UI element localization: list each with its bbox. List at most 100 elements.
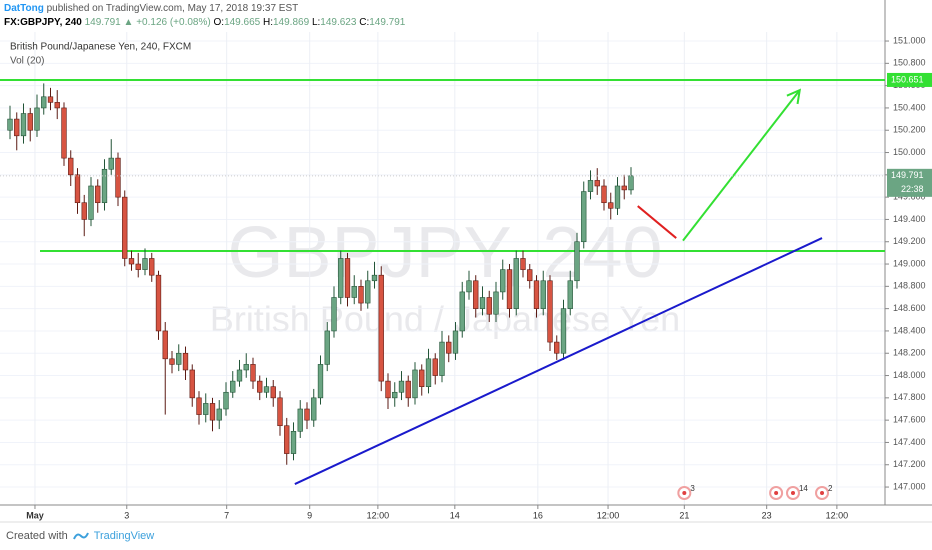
x-tick-label: 14 (450, 510, 460, 520)
candle-body (27, 113, 33, 131)
candle-body (209, 403, 216, 421)
trend-line (294, 237, 823, 485)
candle-body (493, 291, 499, 315)
candle-body (392, 391, 398, 399)
candle-body (365, 280, 371, 304)
candle-body (142, 258, 148, 270)
x-tick-label: 3 (124, 510, 129, 520)
price-tag (887, 72, 932, 87)
candle-body (560, 308, 567, 354)
candle-body (351, 286, 357, 298)
y-tick-label: 147.400 (893, 437, 926, 447)
event-count: 2 (828, 484, 833, 493)
x-tick-label: 12:00 (367, 510, 390, 520)
c-label: C: (359, 17, 370, 28)
candle-body (88, 185, 94, 220)
candle-body (405, 380, 411, 399)
candle-body (506, 269, 513, 309)
candle-body (621, 185, 627, 191)
candle-body (223, 391, 229, 410)
candle-body (101, 168, 108, 204)
header: DatTong published on TradingView.com, Ma… (4, 2, 405, 30)
y-tick-label: 150.800 (893, 58, 926, 68)
candle-body (203, 403, 209, 415)
candle-body (324, 330, 330, 365)
candle-body (34, 107, 40, 131)
price-tag (887, 168, 932, 197)
candle-body (284, 425, 290, 454)
candle-body (385, 380, 391, 399)
author[interactable]: DatTong (4, 3, 44, 14)
candle-body (122, 196, 128, 259)
candle-body (527, 269, 533, 282)
candle-body (439, 341, 445, 376)
candle-body (479, 297, 486, 309)
event-dot (820, 491, 825, 495)
candle-body (54, 102, 60, 109)
candle-body (81, 202, 87, 220)
candle-body (581, 191, 587, 243)
candle-body (169, 358, 175, 365)
watermark: GBPJPY, 240 (228, 213, 663, 293)
x-tick-label: 16 (533, 510, 543, 520)
symbol: FX:GBPJPY, 240 (4, 17, 82, 28)
y-tick-label: 148.200 (893, 348, 926, 358)
candle-body (398, 380, 405, 393)
candle-body (250, 364, 256, 382)
arrow-head (786, 88, 802, 105)
candle-body (41, 96, 47, 109)
low: 149.623 (320, 17, 357, 28)
y-tick-label: 150.200 (893, 125, 926, 135)
logo (72, 532, 89, 540)
y-tick-label: 149.000 (893, 258, 926, 268)
candle-body (425, 358, 432, 387)
candle-body (317, 364, 324, 399)
candle-body (466, 280, 472, 293)
x-tick-label: 12:00 (597, 510, 620, 520)
y-tick-label: 147.800 (893, 392, 926, 402)
high: 149.869 (273, 17, 310, 28)
candle-body (7, 118, 13, 131)
event-dot (790, 491, 795, 495)
x-tick-label: 23 (762, 510, 772, 520)
trend-line (637, 205, 677, 239)
candle-body (412, 369, 418, 399)
candle-body (196, 397, 202, 415)
y-tick-label: 148.000 (893, 370, 926, 380)
event-dot (682, 491, 687, 495)
event-dot (774, 491, 779, 495)
y-tick-label: 150.400 (893, 102, 926, 112)
candle-body (601, 185, 607, 204)
candle-body (290, 430, 297, 454)
candle-body (182, 352, 189, 371)
candle-body (567, 280, 573, 309)
y-tick-label: 148.800 (893, 281, 926, 291)
candle-body (216, 408, 222, 421)
price-tag-label: 150.651 (891, 74, 924, 84)
candle-body (230, 380, 236, 393)
watermark-sub: British Pound / Japanese Yen (210, 299, 680, 340)
candle-body (128, 258, 135, 265)
y-tick-label: 149.200 (893, 236, 926, 246)
candle-body (608, 202, 614, 209)
y-tick-label: 148.400 (893, 325, 926, 335)
trend-line (682, 89, 801, 242)
candle-body (270, 386, 276, 399)
candle-body (277, 397, 283, 427)
candle-body (47, 96, 54, 103)
o-label: O: (213, 17, 225, 28)
brand[interactable]: TradingView (93, 530, 155, 542)
y-tick-label: 151.000 (893, 35, 926, 45)
published: published on TradingView.com, May 17, 20… (46, 3, 299, 14)
price-tag-label: 149.791 (891, 170, 924, 180)
candle-body (358, 286, 364, 304)
candle-body (115, 157, 121, 198)
candle-body (594, 180, 600, 187)
y-tick-label: 147.000 (893, 481, 926, 491)
candle-body (452, 330, 459, 354)
candle-body (540, 280, 546, 309)
y-tick-label: 147.200 (893, 459, 926, 469)
